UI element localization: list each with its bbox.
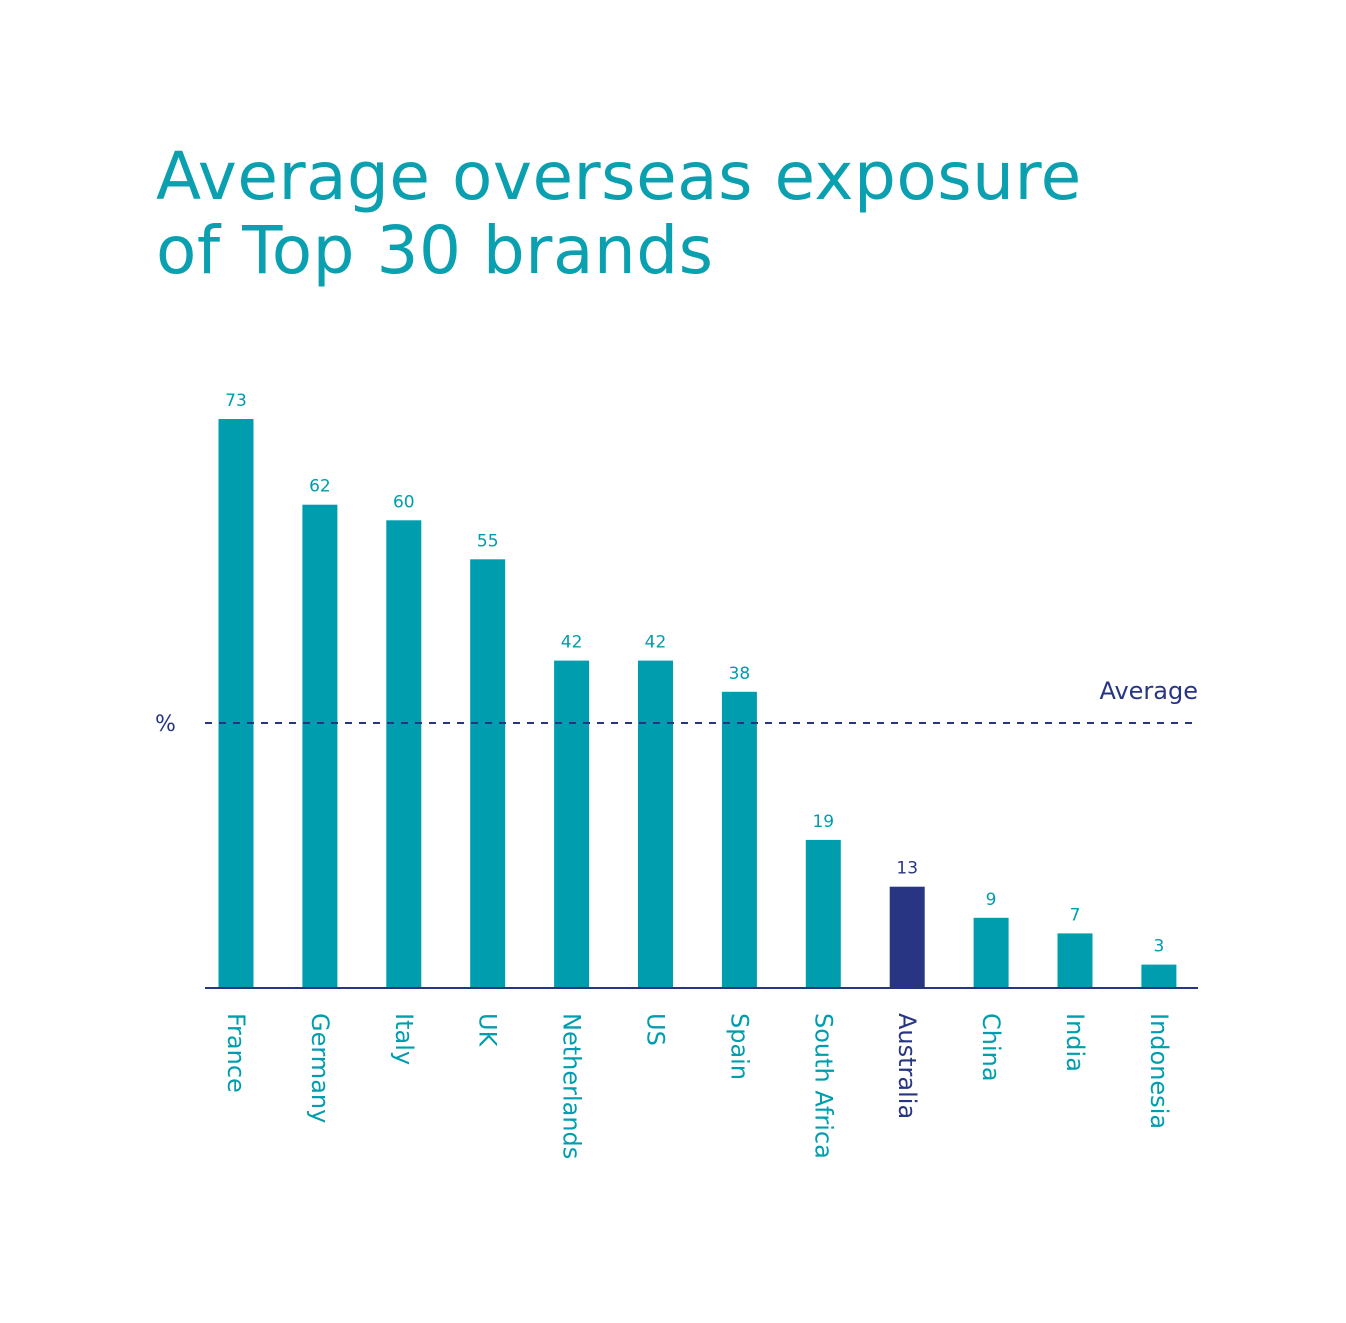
value-label-spain: 38 xyxy=(729,664,751,684)
chart-title-line-2: of Top 30 brands xyxy=(156,212,714,289)
chart-title: Average overseas exposure of Top 30 bran… xyxy=(156,140,1082,288)
bar-south-africa xyxy=(805,839,841,988)
bars-group xyxy=(218,419,1177,988)
value-label-italy: 60 xyxy=(393,492,415,512)
category-label-netherlands: Netherlands xyxy=(558,1013,586,1159)
value-label-uk: 55 xyxy=(477,531,499,551)
bar-india xyxy=(1057,933,1093,988)
bar-spain xyxy=(721,691,757,988)
value-label-indonesia: 3 xyxy=(1153,937,1164,957)
category-label-us: US xyxy=(642,1013,670,1046)
bar-france xyxy=(218,419,254,988)
category-label-germany: Germany xyxy=(306,1013,334,1123)
category-label-south-africa: South Africa xyxy=(809,1013,837,1159)
category-label-france: France xyxy=(222,1013,250,1093)
category-label-australia: Australia xyxy=(893,1013,921,1119)
category-label-india: India xyxy=(1061,1013,1089,1072)
value-label-us: 42 xyxy=(645,633,667,653)
bar-china xyxy=(973,917,1009,988)
category-label-uk: UK xyxy=(474,1013,502,1048)
value-label-netherlands: 42 xyxy=(561,633,583,653)
value-label-south-africa: 19 xyxy=(812,812,834,832)
bar-germany xyxy=(302,504,338,988)
bar-indonesia xyxy=(1141,964,1177,988)
value-label-china: 9 xyxy=(986,890,997,910)
category-labels-group: France Germany Italy UK Netherlands US Spain So… xyxy=(222,1013,1173,1159)
bar-uk xyxy=(470,559,506,988)
category-label-spain: Spain xyxy=(725,1013,753,1080)
y-axis-label: % xyxy=(155,712,176,737)
bar-australia xyxy=(889,886,925,988)
bar-netherlands xyxy=(554,660,590,988)
bar-us xyxy=(638,660,673,988)
average-label: Average xyxy=(1099,677,1198,705)
value-label-france: 73 xyxy=(225,391,247,411)
value-label-india: 7 xyxy=(1070,905,1081,925)
value-label-australia: 13 xyxy=(896,859,918,879)
category-label-china: China xyxy=(977,1013,1005,1082)
chart-title-line-1: Average overseas exposure xyxy=(156,138,1082,215)
bar-italy xyxy=(386,520,422,988)
category-label-italy: Italy xyxy=(390,1013,418,1065)
category-label-indonesia: Indonesia xyxy=(1145,1013,1173,1129)
value-label-germany: 62 xyxy=(309,477,331,497)
